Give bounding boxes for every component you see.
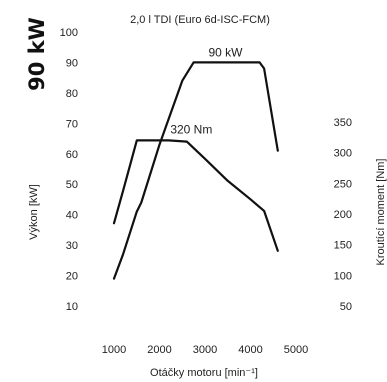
torque-curve [112, 139, 279, 252]
badge-text: 90 kW [25, 17, 49, 91]
power-curve [112, 61, 279, 280]
y-right-tick-label: 300 [334, 148, 352, 160]
y-axis-left-title: Výkon [kW] [28, 184, 40, 240]
y-right-tick-label: 100 [334, 270, 352, 282]
y-left-tick-label: 40 [66, 210, 78, 222]
y-left-tick-label: 60 [66, 149, 78, 161]
x-tick-label: 4000 [238, 344, 262, 356]
x-tick-labels: 1000 2000 3000 4000 5000 [102, 344, 308, 356]
x-tick-label: 5000 [284, 344, 308, 356]
x-axis-title: Otáčky motoru [min⁻¹] [150, 367, 258, 379]
x-tick-label: 3000 [193, 344, 217, 356]
x-tick-label: 1000 [102, 344, 126, 356]
y-left-tick-label: 30 [66, 240, 78, 252]
y-left-tick-label: 90 [66, 57, 78, 69]
y-left-tick-label: 70 [66, 118, 78, 130]
y-right-tick-label: 250 [334, 178, 352, 190]
y-right-tick-label: 50 [340, 301, 352, 313]
chart-title: 2,0 l TDI (Euro 6d-ISC-FCM) [130, 14, 270, 26]
y-right-tick-labels: 50 100 150 200 250 300 350 [334, 117, 352, 313]
y-left-tick-label: 80 [66, 88, 78, 100]
y-right-tick-label: 150 [334, 240, 352, 252]
series-layer [112, 61, 279, 280]
y-axis-right-title: Kroutící moment [Nm] [375, 159, 387, 266]
y-left-tick-label: 50 [66, 179, 78, 191]
series-labels: 90 kW 320 Nm [170, 45, 243, 136]
y-left-tick-labels: 10 20 30 40 50 60 70 80 90 100 [60, 27, 78, 313]
y-left-tick-label: 100 [60, 27, 78, 39]
y-right-tick-label: 200 [334, 209, 352, 221]
x-tick-label: 2000 [147, 344, 171, 356]
y-right-tick-label: 350 [334, 117, 352, 129]
power-peak-label: 90 kW [208, 45, 243, 59]
torque-peak-label: 320 Nm [170, 122, 212, 136]
y-left-tick-label: 10 [66, 301, 78, 313]
y-left-tick-label: 20 [66, 271, 78, 283]
